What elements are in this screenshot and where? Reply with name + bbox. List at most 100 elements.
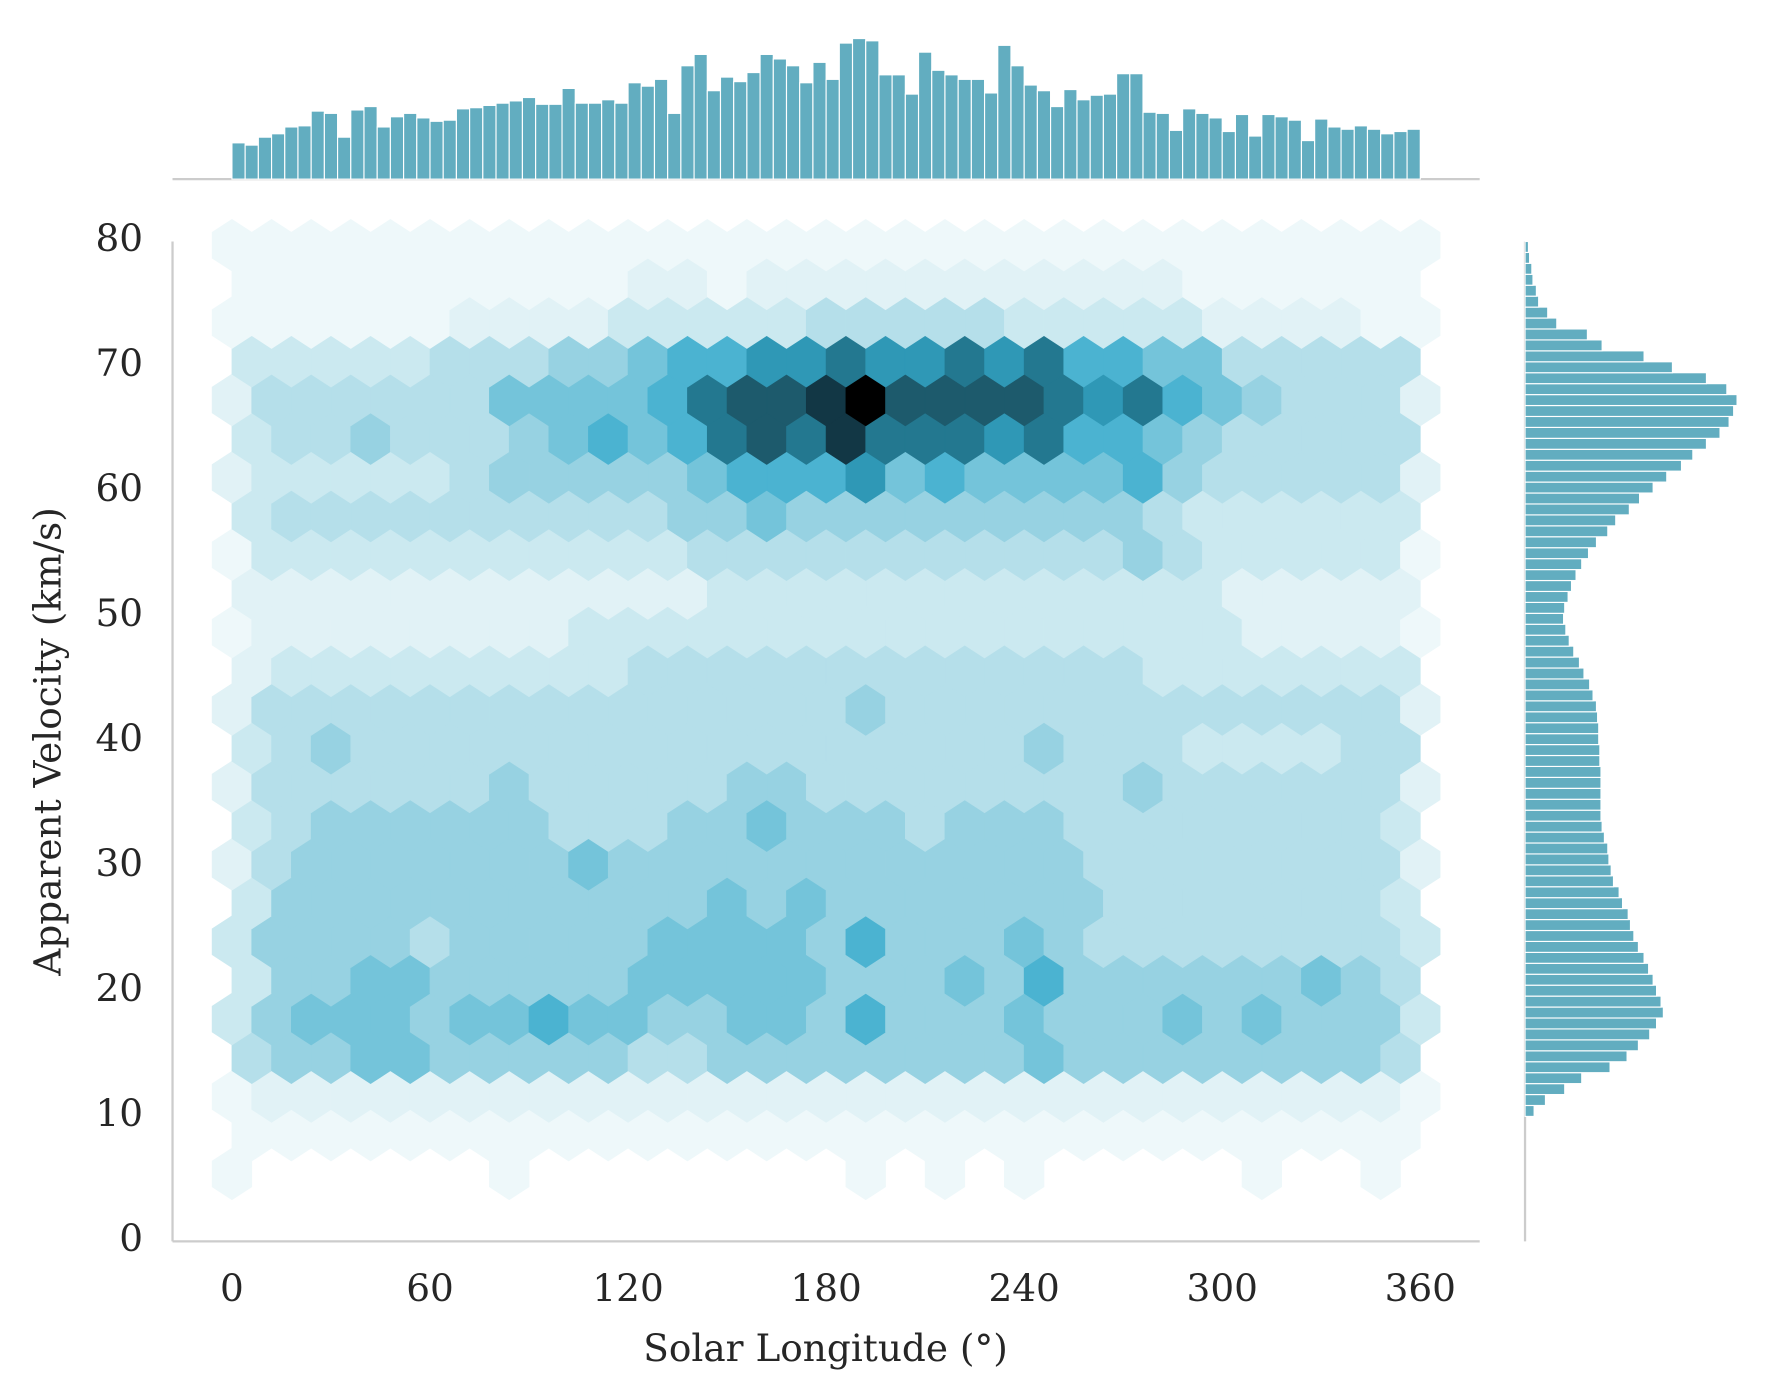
histogram-bar bbox=[851, 37, 867, 180]
histogram-bar bbox=[1524, 1039, 1639, 1052]
histogram-bar bbox=[1524, 601, 1566, 614]
histogram-bar bbox=[284, 126, 299, 180]
histogram-bar bbox=[1524, 897, 1624, 910]
histogram-bar bbox=[983, 92, 999, 180]
histogram-bar bbox=[1036, 90, 1052, 180]
histogram-bar bbox=[1524, 645, 1575, 658]
histogram-bar bbox=[1023, 84, 1038, 180]
histogram-bar bbox=[1524, 448, 1694, 461]
histogram-bar bbox=[574, 102, 590, 180]
histogram-bar bbox=[1524, 295, 1540, 308]
histogram-bar bbox=[416, 117, 431, 180]
y-tick-label: 10 bbox=[95, 1091, 143, 1135]
histogram-bar bbox=[1327, 126, 1342, 180]
histogram-bar bbox=[1524, 765, 1602, 778]
histogram-bar bbox=[1524, 700, 1598, 713]
histogram-bar bbox=[1524, 918, 1632, 932]
histogram-bar bbox=[1116, 73, 1131, 180]
histogram-bar bbox=[1524, 514, 1617, 527]
histogram-bar bbox=[1524, 886, 1620, 899]
histogram-bar bbox=[1524, 251, 1531, 264]
histogram-bar bbox=[957, 78, 972, 180]
histogram-bar bbox=[1524, 754, 1601, 768]
histogram-bar bbox=[825, 78, 840, 180]
histogram-bar bbox=[535, 103, 550, 180]
histogram-bar bbox=[1524, 350, 1645, 363]
histogram-bar bbox=[1524, 273, 1534, 286]
histogram-bar bbox=[1524, 339, 1603, 352]
histogram-bar bbox=[904, 93, 920, 180]
histogram-bar bbox=[587, 102, 603, 180]
histogram-bar bbox=[1524, 459, 1683, 472]
histogram-bar bbox=[337, 136, 352, 180]
histogram-bar bbox=[614, 102, 629, 180]
histogram-bar bbox=[1142, 111, 1157, 180]
histogram-bar bbox=[1524, 404, 1735, 418]
histogram-bar bbox=[1524, 951, 1645, 964]
histogram-bar bbox=[1524, 1006, 1664, 1019]
histogram-bar bbox=[1524, 437, 1708, 450]
histogram-bar bbox=[1524, 667, 1585, 680]
histogram-bar bbox=[455, 108, 471, 180]
histogram-bar bbox=[878, 74, 893, 180]
x-tick-label: 120 bbox=[592, 1266, 663, 1310]
histogram-bar bbox=[1524, 722, 1600, 735]
histogram-bar bbox=[944, 74, 959, 180]
histogram-bar bbox=[1524, 1017, 1658, 1030]
histogram-bar bbox=[917, 51, 933, 180]
histogram-bar bbox=[1274, 116, 1289, 180]
histogram-bar bbox=[310, 110, 325, 180]
histogram-bar bbox=[693, 53, 708, 180]
histogram-bar bbox=[1524, 809, 1602, 822]
histogram-bar bbox=[1195, 112, 1210, 180]
histogram-bar bbox=[1524, 689, 1594, 702]
histogram-bar bbox=[1340, 128, 1355, 180]
histogram-bar bbox=[1524, 328, 1588, 341]
histogram-bar bbox=[1524, 744, 1601, 757]
histogram-bar bbox=[746, 71, 761, 180]
histogram-bar bbox=[1524, 569, 1577, 582]
histogram-bar bbox=[706, 90, 722, 180]
histogram-bar bbox=[1524, 612, 1565, 625]
histogram-bar bbox=[1300, 140, 1316, 180]
histogram-bar bbox=[838, 42, 854, 180]
histogram-bar bbox=[363, 106, 378, 180]
histogram-bar bbox=[799, 82, 814, 180]
histogram-bar bbox=[997, 44, 1012, 180]
histogram-bar bbox=[891, 74, 906, 180]
histogram-bar bbox=[1524, 1104, 1535, 1117]
histogram-bar bbox=[482, 104, 497, 180]
histogram-bar bbox=[1287, 119, 1303, 180]
histogram-bar bbox=[1155, 112, 1170, 180]
histogram-bar bbox=[1524, 361, 1673, 374]
histogram-bar bbox=[1089, 94, 1104, 180]
histogram-bar bbox=[1524, 995, 1662, 1008]
histogram-bar bbox=[1524, 634, 1570, 647]
histogram-bar bbox=[812, 61, 827, 180]
histogram-bar bbox=[1524, 962, 1650, 975]
histogram-bar bbox=[403, 112, 418, 180]
histogram-bar bbox=[1524, 372, 1708, 385]
histogram-bar bbox=[1102, 93, 1118, 180]
x-tick-label: 180 bbox=[790, 1266, 861, 1310]
histogram-bar bbox=[1524, 678, 1591, 691]
y-tick-label: 60 bbox=[95, 466, 143, 510]
histogram-bar bbox=[1524, 820, 1603, 833]
histogram-bar bbox=[1524, 262, 1533, 275]
y-tick-label: 20 bbox=[95, 966, 143, 1010]
histogram-bar bbox=[257, 136, 273, 180]
y-tick-label: 70 bbox=[95, 341, 143, 385]
histogram-bar bbox=[1524, 733, 1600, 746]
y-tick-label: 0 bbox=[119, 1216, 143, 1260]
histogram-bar bbox=[1524, 503, 1630, 516]
histogram-bar bbox=[667, 112, 682, 180]
histogram-bar bbox=[733, 81, 748, 180]
histogram-bar bbox=[1524, 1093, 1547, 1107]
histogram-bar bbox=[1524, 481, 1654, 494]
histogram-bar bbox=[1524, 875, 1615, 888]
histogram-bar bbox=[640, 85, 656, 180]
histogram-bar bbox=[561, 87, 576, 180]
histogram-bar bbox=[1182, 108, 1197, 180]
histogram-bar bbox=[1524, 908, 1629, 921]
